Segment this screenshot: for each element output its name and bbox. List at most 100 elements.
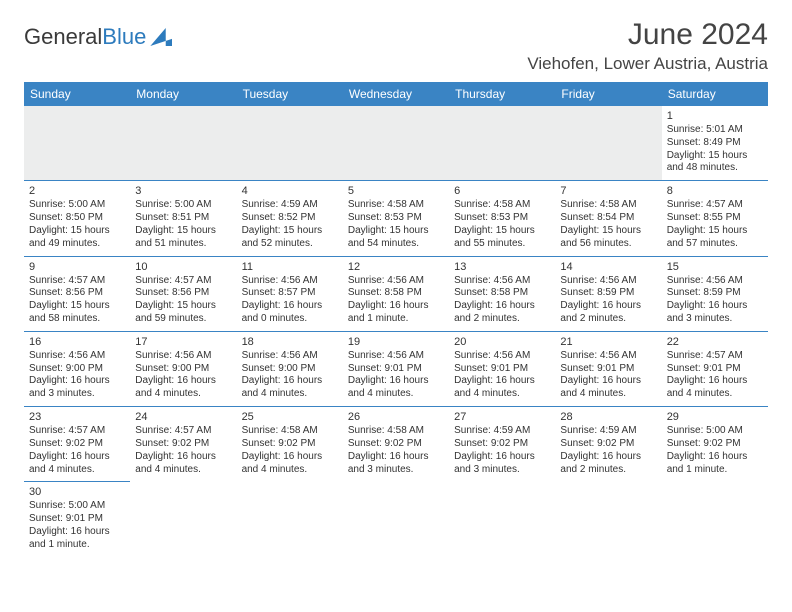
day-number: 11 (242, 260, 338, 274)
title-block: June 2024 Viehofen, Lower Austria, Austr… (527, 18, 768, 74)
daylight-text: Daylight: 16 hours and 2 minutes. (560, 451, 656, 477)
sunrise-text: Sunrise: 5:00 AM (667, 425, 763, 438)
sunrise-text: Sunrise: 4:58 AM (348, 199, 444, 212)
daylight-text: Daylight: 16 hours and 4 minutes. (242, 451, 338, 477)
day-number: 3 (135, 184, 231, 198)
day-number: 25 (242, 410, 338, 424)
daylight-text: Daylight: 16 hours and 2 minutes. (560, 300, 656, 326)
calendar-cell: 28Sunrise: 4:59 AMSunset: 9:02 PMDayligh… (555, 407, 661, 482)
sunrise-text: Sunrise: 4:57 AM (135, 425, 231, 438)
calendar-row: 9Sunrise: 4:57 AMSunset: 8:56 PMDaylight… (24, 256, 768, 331)
sunrise-text: Sunrise: 4:56 AM (667, 275, 763, 288)
sunrise-text: Sunrise: 4:57 AM (29, 275, 125, 288)
calendar-cell: 17Sunrise: 4:56 AMSunset: 9:00 PMDayligh… (130, 331, 236, 406)
sunrise-text: Sunrise: 5:00 AM (29, 500, 125, 513)
calendar-cell (130, 106, 236, 181)
day-header: Tuesday (237, 82, 343, 106)
sunrise-text: Sunrise: 4:56 AM (242, 275, 338, 288)
day-number: 29 (667, 410, 763, 424)
calendar-row: 1Sunrise: 5:01 AMSunset: 8:49 PMDaylight… (24, 106, 768, 181)
calendar-cell: 12Sunrise: 4:56 AMSunset: 8:58 PMDayligh… (343, 256, 449, 331)
calendar-cell: 20Sunrise: 4:56 AMSunset: 9:01 PMDayligh… (449, 331, 555, 406)
calendar-cell: 15Sunrise: 4:56 AMSunset: 8:59 PMDayligh… (662, 256, 768, 331)
day-number: 20 (454, 335, 550, 349)
sunrise-text: Sunrise: 4:58 AM (348, 425, 444, 438)
day-number: 6 (454, 184, 550, 198)
calendar-cell: 26Sunrise: 4:58 AMSunset: 9:02 PMDayligh… (343, 407, 449, 482)
calendar-row: 2Sunrise: 5:00 AMSunset: 8:50 PMDaylight… (24, 181, 768, 256)
calendar-cell: 27Sunrise: 4:59 AMSunset: 9:02 PMDayligh… (449, 407, 555, 482)
sunrise-text: Sunrise: 4:56 AM (454, 275, 550, 288)
daylight-text: Daylight: 16 hours and 4 minutes. (135, 451, 231, 477)
calendar-cell: 16Sunrise: 4:56 AMSunset: 9:00 PMDayligh… (24, 331, 130, 406)
sunset-text: Sunset: 9:01 PM (29, 513, 125, 526)
sunset-text: Sunset: 9:01 PM (560, 363, 656, 376)
calendar-cell: 18Sunrise: 4:56 AMSunset: 9:00 PMDayligh… (237, 331, 343, 406)
sunrise-text: Sunrise: 4:56 AM (560, 350, 656, 363)
calendar-row: 30Sunrise: 5:00 AMSunset: 9:01 PMDayligh… (24, 482, 768, 557)
calendar-cell: 25Sunrise: 4:58 AMSunset: 9:02 PMDayligh… (237, 407, 343, 482)
sunset-text: Sunset: 9:01 PM (667, 363, 763, 376)
sunrise-text: Sunrise: 4:56 AM (242, 350, 338, 363)
calendar-cell: 3Sunrise: 5:00 AMSunset: 8:51 PMDaylight… (130, 181, 236, 256)
logo-text-2: Blue (102, 24, 146, 50)
day-number: 24 (135, 410, 231, 424)
day-number: 28 (560, 410, 656, 424)
daylight-text: Daylight: 16 hours and 2 minutes. (454, 300, 550, 326)
sunrise-text: Sunrise: 4:57 AM (667, 350, 763, 363)
location: Viehofen, Lower Austria, Austria (527, 54, 768, 74)
day-number: 12 (348, 260, 444, 274)
sunset-text: Sunset: 8:59 PM (667, 287, 763, 300)
day-number: 9 (29, 260, 125, 274)
day-number: 18 (242, 335, 338, 349)
calendar-cell (343, 482, 449, 557)
calendar-cell: 11Sunrise: 4:56 AMSunset: 8:57 PMDayligh… (237, 256, 343, 331)
sunrise-text: Sunrise: 5:00 AM (135, 199, 231, 212)
sunset-text: Sunset: 9:00 PM (135, 363, 231, 376)
daylight-text: Daylight: 16 hours and 1 minute. (29, 526, 125, 552)
day-number: 14 (560, 260, 656, 274)
calendar-cell (555, 482, 661, 557)
logo: GeneralBlue (24, 24, 172, 50)
calendar-cell (237, 106, 343, 181)
daylight-text: Daylight: 16 hours and 4 minutes. (242, 375, 338, 401)
sunrise-text: Sunrise: 4:56 AM (29, 350, 125, 363)
day-number: 8 (667, 184, 763, 198)
calendar-cell (343, 106, 449, 181)
sunset-text: Sunset: 8:55 PM (667, 212, 763, 225)
sunrise-text: Sunrise: 5:00 AM (29, 199, 125, 212)
sunset-text: Sunset: 8:58 PM (348, 287, 444, 300)
calendar-cell (555, 106, 661, 181)
sunrise-text: Sunrise: 4:56 AM (135, 350, 231, 363)
daylight-text: Daylight: 15 hours and 52 minutes. (242, 225, 338, 251)
calendar-cell: 19Sunrise: 4:56 AMSunset: 9:01 PMDayligh… (343, 331, 449, 406)
calendar-cell: 24Sunrise: 4:57 AMSunset: 9:02 PMDayligh… (130, 407, 236, 482)
day-header: Friday (555, 82, 661, 106)
day-header: Sunday (24, 82, 130, 106)
logo-sail-icon (150, 28, 172, 46)
calendar-cell: 6Sunrise: 4:58 AMSunset: 8:53 PMDaylight… (449, 181, 555, 256)
calendar-cell: 9Sunrise: 4:57 AMSunset: 8:56 PMDaylight… (24, 256, 130, 331)
calendar-cell: 2Sunrise: 5:00 AMSunset: 8:50 PMDaylight… (24, 181, 130, 256)
daylight-text: Daylight: 16 hours and 1 minute. (348, 300, 444, 326)
sunset-text: Sunset: 8:51 PM (135, 212, 231, 225)
daylight-text: Daylight: 16 hours and 4 minutes. (348, 375, 444, 401)
daylight-text: Daylight: 16 hours and 4 minutes. (135, 375, 231, 401)
daylight-text: Daylight: 15 hours and 55 minutes. (454, 225, 550, 251)
sunrise-text: Sunrise: 4:58 AM (454, 199, 550, 212)
daylight-text: Daylight: 16 hours and 4 minutes. (454, 375, 550, 401)
calendar-cell: 14Sunrise: 4:56 AMSunset: 8:59 PMDayligh… (555, 256, 661, 331)
day-header: Wednesday (343, 82, 449, 106)
sunset-text: Sunset: 9:02 PM (29, 438, 125, 451)
calendar-cell: 7Sunrise: 4:58 AMSunset: 8:54 PMDaylight… (555, 181, 661, 256)
day-header: Monday (130, 82, 236, 106)
daylight-text: Daylight: 15 hours and 56 minutes. (560, 225, 656, 251)
sunrise-text: Sunrise: 4:59 AM (242, 199, 338, 212)
sunrise-text: Sunrise: 4:57 AM (29, 425, 125, 438)
calendar-cell (130, 482, 236, 557)
calendar-cell: 13Sunrise: 4:56 AMSunset: 8:58 PMDayligh… (449, 256, 555, 331)
calendar-row: 16Sunrise: 4:56 AMSunset: 9:00 PMDayligh… (24, 331, 768, 406)
sunset-text: Sunset: 8:52 PM (242, 212, 338, 225)
sunset-text: Sunset: 8:53 PM (348, 212, 444, 225)
calendar-cell (24, 106, 130, 181)
